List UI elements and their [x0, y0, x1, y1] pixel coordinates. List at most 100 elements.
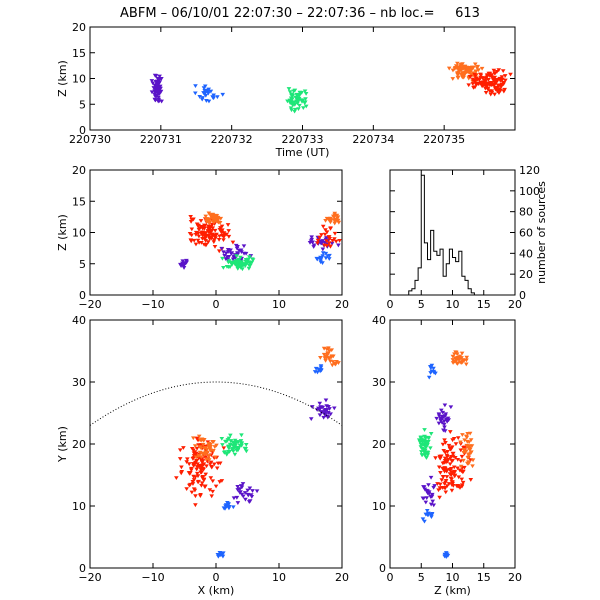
z_y-points [416, 350, 476, 559]
time_height-point [463, 70, 468, 75]
time_height-point [220, 92, 226, 97]
z_y-point [429, 494, 435, 499]
time_height-point [208, 89, 214, 94]
x_y-point [201, 462, 207, 467]
time_height-point [455, 76, 461, 81]
time_height-point [193, 91, 198, 96]
z_y-point [470, 464, 475, 469]
z_y-point [460, 480, 466, 485]
x_y-point [244, 449, 249, 454]
z_y-point [430, 499, 436, 504]
x_z-point [191, 217, 196, 222]
x_y-point [214, 443, 219, 448]
time_height-point [301, 106, 306, 110]
z_y-point [459, 454, 465, 459]
x_y-point [187, 483, 192, 488]
x_z-point [238, 248, 244, 253]
time_height-point [478, 73, 484, 78]
z_y-point [460, 433, 465, 437]
x_y-point [321, 346, 327, 351]
z_y-point [447, 430, 453, 434]
x_z-point [248, 263, 253, 268]
x_z-point [224, 232, 229, 237]
time_height-xtick-label: 220731 [140, 133, 182, 146]
z_y-point [423, 450, 428, 455]
time_height-point [291, 102, 297, 106]
x_y-point [194, 458, 199, 463]
z_y-point [444, 484, 450, 489]
z_y-point [426, 375, 432, 380]
x_y-point [194, 467, 200, 472]
z_y-point [448, 405, 454, 410]
x_y-point [210, 479, 216, 484]
x_z-xtick-label: 20 [335, 298, 349, 311]
x_y-point [203, 451, 208, 456]
z_y-point [431, 370, 437, 375]
x_z-point [250, 258, 256, 263]
time_height-point [294, 92, 300, 97]
z_y-point [431, 503, 437, 508]
x_z-point [199, 230, 205, 235]
z_y-point [442, 414, 448, 418]
x_y-point [189, 446, 195, 451]
x_y-point [196, 434, 202, 439]
time_height-point [473, 69, 478, 74]
z_y-point [458, 448, 464, 453]
time_height-point [494, 78, 499, 82]
time_height-point [483, 91, 489, 95]
x_z-point [323, 256, 329, 261]
x_y-point [193, 494, 198, 499]
x_z-point [333, 239, 339, 244]
z_y-point [439, 478, 445, 483]
x_z-xtick-label: 0 [213, 298, 220, 311]
z_y-point [418, 445, 424, 450]
x_z-point [328, 244, 333, 249]
z_y-point [442, 425, 447, 430]
x_y-point [193, 503, 198, 508]
time_height-point [450, 68, 456, 73]
histogram-ytick-label: 100 [519, 185, 540, 198]
x_y-point [187, 471, 192, 476]
x_y-point [196, 443, 201, 448]
time_height-point [295, 98, 301, 103]
x_y-point [328, 412, 333, 417]
x_z-point [191, 238, 197, 243]
x_y-point [324, 347, 330, 352]
z_y-point [442, 460, 447, 465]
x_z-xtick-label: −10 [141, 298, 164, 311]
z_y-point [448, 447, 454, 452]
x_z-point [233, 259, 238, 264]
z_y-point [440, 486, 446, 490]
x_z-point [202, 235, 208, 240]
x_z-point [309, 235, 314, 240]
time_height-point [473, 76, 479, 81]
x_z-point [235, 264, 240, 269]
z_y-point [441, 428, 446, 433]
x_z-point [236, 257, 242, 262]
z_y-point [428, 366, 434, 371]
time_height-point [486, 71, 492, 76]
x_y-point [198, 468, 204, 472]
x_y-point [199, 437, 205, 442]
x_z-point [198, 219, 204, 223]
z_y-point [419, 437, 425, 442]
x_y-point [206, 458, 212, 463]
x_y-point [329, 354, 335, 359]
time_height-point [155, 87, 161, 92]
histogram-ytick-label: 80 [519, 206, 533, 219]
x_z-point [197, 226, 202, 231]
time_height-point [477, 78, 482, 82]
x_y-point [191, 474, 196, 479]
z_y-xlabel: Z (km) [434, 584, 471, 597]
x_y-point [308, 417, 314, 422]
x_y-xtick-label: 0 [213, 571, 220, 584]
x_z-point [318, 255, 323, 260]
time_height-point [456, 70, 462, 75]
z_y-point [428, 432, 434, 436]
z_y-point [439, 416, 444, 421]
time_height-point [205, 91, 211, 96]
x_y-point [219, 436, 225, 441]
x_y-point [317, 367, 323, 372]
z_y-point [437, 482, 443, 487]
time_height-point [206, 99, 212, 104]
